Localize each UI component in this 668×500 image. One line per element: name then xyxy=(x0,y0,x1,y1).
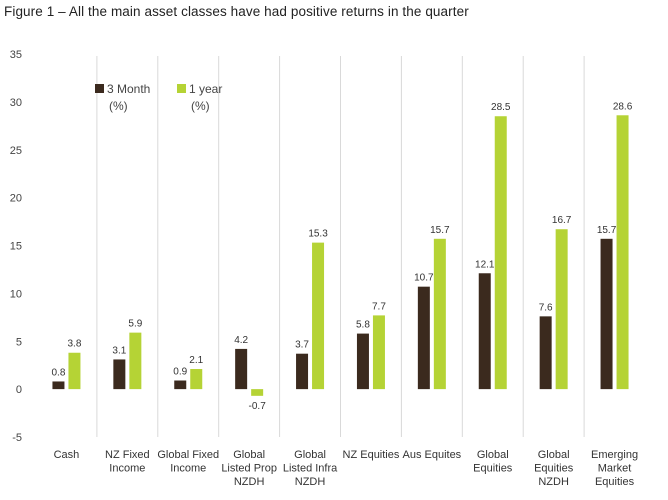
category-label: Global xyxy=(477,449,509,461)
bar xyxy=(478,273,491,390)
bar xyxy=(174,380,187,390)
chart-title: Figure 1 – All the main asset classes ha… xyxy=(4,4,469,19)
legend-label: 3 Month xyxy=(107,82,150,96)
data-label: 0.9 xyxy=(173,367,187,378)
category-label: Emerging xyxy=(591,449,638,461)
data-label: 15.3 xyxy=(308,229,328,240)
legend-label: (%) xyxy=(191,99,210,113)
y-tick-label: 5 xyxy=(16,336,22,348)
data-label: 3.1 xyxy=(112,345,126,356)
category-label: Market xyxy=(598,463,632,475)
category-label: Global xyxy=(233,449,265,461)
data-label: 7.6 xyxy=(539,302,553,313)
y-tick-label: 10 xyxy=(10,288,22,300)
y-tick-label: 30 xyxy=(10,97,22,109)
x-axis-categories: Cash NZ Fixed Income Global Fixed Income Glob… xyxy=(54,449,638,488)
data-label: 3.8 xyxy=(67,339,81,350)
category-label: NZDH xyxy=(234,476,265,488)
data-label: 2.1 xyxy=(189,355,203,366)
data-label: 12.1 xyxy=(475,259,495,270)
category-label: Global xyxy=(538,449,570,461)
data-label: 10.7 xyxy=(414,273,434,284)
category-label: Income xyxy=(109,463,145,475)
bar xyxy=(190,369,203,390)
y-tick-label: 35 xyxy=(10,49,22,61)
category-label: Listed Prop xyxy=(221,463,277,475)
y-tick-label: 20 xyxy=(10,193,22,205)
category-label: Aus Equites xyxy=(402,449,461,461)
bar xyxy=(296,353,309,390)
data-label: -0.7 xyxy=(249,401,267,412)
data-label: 5.8 xyxy=(356,320,370,331)
bar xyxy=(600,238,613,390)
legend-label: 1 year xyxy=(189,82,222,96)
grid-layer xyxy=(96,56,585,437)
bar xyxy=(616,115,629,390)
data-label: 28.6 xyxy=(613,101,633,112)
category-label: NZDH xyxy=(538,476,569,488)
category-label: NZDH xyxy=(295,476,326,488)
bar xyxy=(312,242,325,390)
data-label: 28.5 xyxy=(491,102,511,113)
legend-swatch xyxy=(95,84,104,93)
bar xyxy=(356,333,369,390)
data-label: 4.2 xyxy=(234,335,248,346)
data-label: 7.7 xyxy=(372,301,386,312)
y-tick-label: 25 xyxy=(10,145,22,157)
bar xyxy=(494,116,507,390)
bar xyxy=(555,229,568,390)
bar xyxy=(417,286,430,390)
y-tick-label: 15 xyxy=(10,241,22,253)
category-label: Global xyxy=(294,449,326,461)
y-tick-label: 0 xyxy=(16,384,22,396)
bar xyxy=(433,238,446,390)
category-label: Global Fixed xyxy=(157,449,219,461)
bars xyxy=(52,115,629,396)
category-label: NZ Fixed xyxy=(105,449,150,461)
data-label: 3.7 xyxy=(295,340,309,351)
data-label: 15.7 xyxy=(597,225,617,236)
category-label: Listed Infra xyxy=(283,463,338,475)
y-axis: -5 0 5 10 15 20 25 30 35 xyxy=(10,49,22,444)
data-label: 5.9 xyxy=(128,319,142,330)
bar xyxy=(251,389,264,396)
data-label: 16.7 xyxy=(552,215,572,226)
bar xyxy=(52,381,65,390)
legend: 3 Month (%) 1 year (%) xyxy=(95,82,222,113)
legend-swatch xyxy=(177,84,186,93)
category-label: Equities xyxy=(534,463,574,475)
category-label: Equities xyxy=(473,463,513,475)
data-label: 0.8 xyxy=(51,367,65,378)
category-label: Cash xyxy=(54,449,80,461)
bar xyxy=(372,315,385,390)
bar xyxy=(113,359,126,390)
category-label: NZ Equities xyxy=(343,449,400,461)
data-labels: 0.8 3.8 3.1 5.9 0.92.1 4.2 -0.7 3.7 15.3 5.87.7 10… xyxy=(51,101,632,412)
bar xyxy=(68,352,81,390)
bar xyxy=(129,332,142,390)
y-tick-label: -5 xyxy=(12,432,22,444)
category-label: Equities xyxy=(595,476,635,488)
bar xyxy=(235,348,248,390)
category-label: Income xyxy=(170,463,206,475)
legend-label: (%) xyxy=(109,99,128,113)
data-label: 15.7 xyxy=(430,225,450,236)
bar xyxy=(539,316,552,390)
